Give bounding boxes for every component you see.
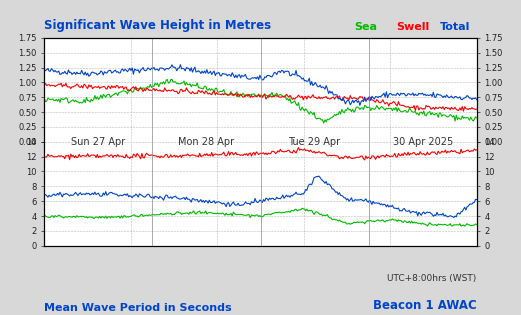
Text: Total: Total [440,21,470,32]
Text: Mean Wave Period in Seconds: Mean Wave Period in Seconds [44,303,232,313]
Text: Significant Wave Height in Metres: Significant Wave Height in Metres [44,19,271,32]
Text: Tue 29 Apr: Tue 29 Apr [289,137,341,147]
Text: Swell: Swell [396,21,429,32]
Text: Mon 28 Apr: Mon 28 Apr [178,137,234,147]
Text: Sea: Sea [354,21,377,32]
Text: UTC+8:00hrs (WST): UTC+8:00hrs (WST) [388,274,477,284]
Text: 30 Apr 2025: 30 Apr 2025 [392,137,453,147]
Text: Beacon 1 AWAC: Beacon 1 AWAC [373,299,477,312]
Text: Sun 27 Apr: Sun 27 Apr [71,137,126,147]
